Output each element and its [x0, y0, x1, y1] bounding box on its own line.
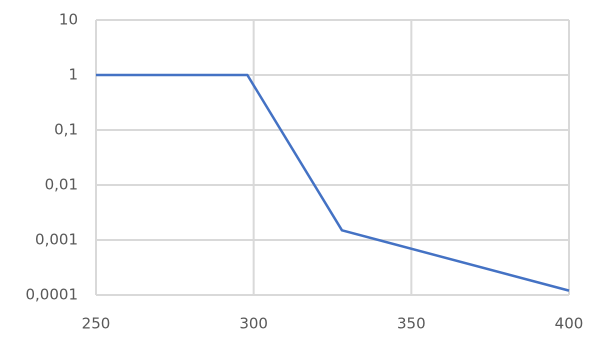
y-tick-label: 0,01	[45, 176, 78, 194]
y-tick-label: 1	[68, 66, 78, 84]
x-tick-label: 250	[82, 315, 111, 333]
x-tick-label: 350	[397, 315, 426, 333]
y-tick-label: 0,0001	[26, 286, 79, 304]
y-tick-label: 10	[59, 11, 78, 29]
y-tick-label: 0,001	[35, 231, 78, 249]
data-line	[96, 73, 570, 292]
x-tick-label: 300	[239, 315, 268, 333]
x-tick-label: 400	[555, 315, 584, 333]
y-tick-label: 0,1	[54, 121, 78, 139]
